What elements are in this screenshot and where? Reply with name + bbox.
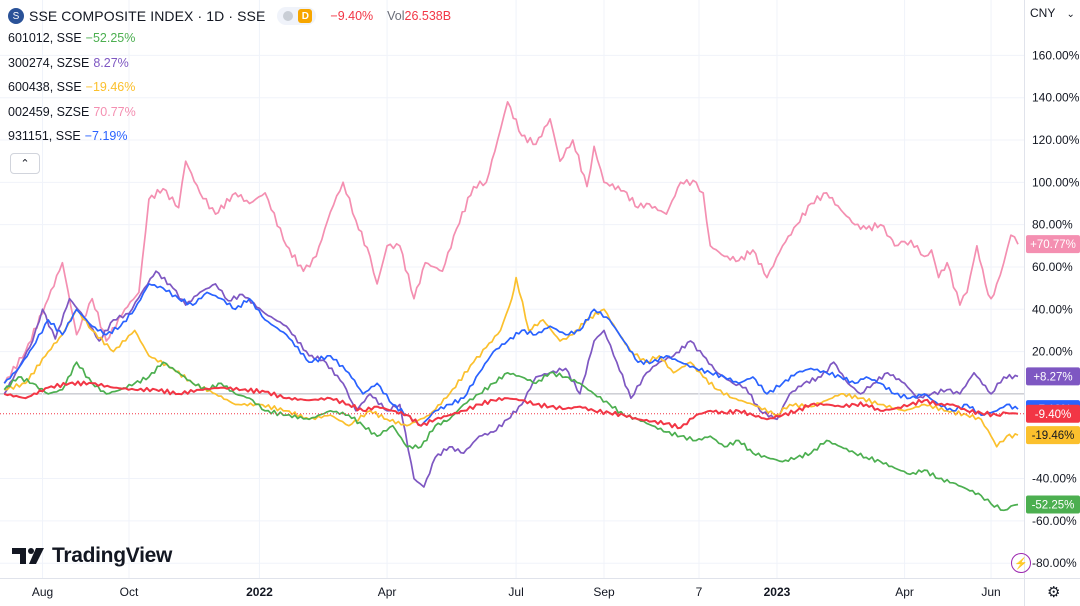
compare-symbol-change: −19.46% <box>85 80 136 94</box>
currency-label: CNY <box>1030 6 1056 20</box>
x-tick-label: Sep <box>593 585 615 599</box>
symbol-title: SSE COMPOSITE INDEX · 1D · SSE <box>29 8 266 24</box>
tradingview-logo-icon <box>12 548 44 564</box>
x-tick-label: Jul <box>508 585 523 599</box>
badge-bg <box>1026 426 1080 445</box>
last-value-badge: +70.77% <box>1026 235 1080 254</box>
badge-bg <box>1026 404 1080 423</box>
collapse-legend-button[interactable]: ⌃ <box>10 153 40 174</box>
last-value-badges: +70.77%+8.27%-19.46%-7.19%-52.25%-9.40% <box>1026 235 1080 514</box>
series-line[interactable] <box>3 270 1019 488</box>
currency-selector[interactable]: CNY ⌄ <box>1030 6 1075 20</box>
y-tick-label: 20.00% <box>1032 345 1073 359</box>
time-axis[interactable]: Aug Oct 2022 Apr Jul Sep 7 2023 Apr Jun <box>0 578 1080 600</box>
x-tick-label: Oct <box>120 585 139 599</box>
x-tick-label: 2022 <box>246 585 273 599</box>
volume-value: 26.538B <box>404 9 452 23</box>
x-tick-label: Aug <box>32 585 53 599</box>
brand-name: TradingView <box>52 544 173 567</box>
compare-symbol-name: 300274, SZSE <box>8 55 90 70</box>
series-lines <box>0 101 1024 512</box>
sse-logo-icon: S <box>8 8 24 24</box>
x-tick-label: 7 <box>696 585 703 599</box>
y-tick-label: 100.00% <box>1032 175 1080 189</box>
x-tick-label: Jun <box>981 585 1000 599</box>
market-status-dot-icon <box>283 11 294 21</box>
y-tick-label: 140.00% <box>1032 91 1080 105</box>
compare-symbol-name: 002459, SZSE <box>8 104 90 119</box>
compare-symbol-row[interactable]: 002459, SZSE 70.77% <box>8 100 451 125</box>
compare-symbol-change: −52.25% <box>85 31 136 45</box>
compare-symbol-row[interactable]: 601012, SSE −52.25% <box>8 26 451 51</box>
lightning-icon[interactable]: ⚡ <box>1011 553 1031 573</box>
compare-symbol-change: 70.77% <box>93 104 136 119</box>
series-line[interactable] <box>3 283 1019 427</box>
gear-icon[interactable]: ⚙ <box>1047 584 1061 601</box>
y-tick-label: 60.00% <box>1032 260 1073 274</box>
volume-label: Vol <box>387 9 405 23</box>
y-tick-label: 120.00% <box>1032 133 1080 147</box>
last-value-badge: -19.46% <box>1026 426 1080 445</box>
x-tick-label: 2023 <box>764 585 791 599</box>
badge-value: -52.25% <box>1032 499 1075 511</box>
y-tick-label: -60.00% <box>1032 514 1077 528</box>
compare-symbol-name: 600438, SSE <box>8 80 82 94</box>
delay-badge: D <box>298 9 313 23</box>
compare-symbol-name: 931151, SSE <box>8 129 81 143</box>
compare-symbol-row[interactable]: 931151, SSE −7.19% <box>8 124 451 149</box>
last-value-badge: -52.25% <box>1026 495 1080 514</box>
badge-bg <box>1026 367 1080 386</box>
compare-symbols: 601012, SSE −52.25% 300274, SZSE 8.27% 60043… <box>8 26 451 149</box>
y-tick-label: -80.00% <box>1032 556 1077 570</box>
main-change: −9.40% <box>330 9 374 23</box>
badge-value: -19.46% <box>1032 430 1075 442</box>
main-title-row[interactable]: S SSE COMPOSITE INDEX · 1D · SSE D −9.40… <box>8 6 451 26</box>
last-value-badge: +8.27% <box>1026 367 1080 386</box>
y-tick-label: 80.00% <box>1032 218 1073 232</box>
chevron-down-icon: ⌄ <box>1066 9 1075 20</box>
badge-value: +70.77% <box>1030 239 1076 251</box>
badge-bg <box>1026 495 1080 514</box>
y-tick-label: 40.00% <box>1032 302 1073 316</box>
legend: S SSE COMPOSITE INDEX · 1D · SSE D −9.40… <box>8 6 451 149</box>
volume-readout: Vol26.538B <box>387 9 451 23</box>
series-line[interactable] <box>3 380 1019 430</box>
badge-value: +8.27% <box>1033 371 1072 383</box>
tradingview-logo[interactable]: TradingView <box>12 544 172 568</box>
compare-symbol-row[interactable]: 600438, SSE −19.46% <box>8 75 451 100</box>
y-tick-label: -40.00% <box>1032 472 1077 486</box>
x-tick-label: Apr <box>895 585 914 599</box>
badge-value: -9.40% <box>1035 409 1071 421</box>
price-axis[interactable]: 160.00% 140.00% 120.00% 100.00% 80.00% 60.00%… <box>1024 0 1080 606</box>
x-tick-label: Apr <box>378 585 397 599</box>
y-tick-label: 160.00% <box>1032 48 1080 62</box>
compare-symbol-row[interactable]: 300274, SZSE 8.27% <box>8 51 451 76</box>
compare-symbol-change: −7.19% <box>84 129 128 143</box>
chevron-up-icon: ⌃ <box>20 158 30 170</box>
series-line[interactable] <box>4 276 1019 448</box>
series-line[interactable] <box>3 361 1019 512</box>
compare-symbol-name: 601012, SSE <box>8 31 82 45</box>
last-value-badge: -9.40% <box>1026 404 1080 423</box>
series-line[interactable] <box>3 101 1019 384</box>
market-status-pill[interactable]: D <box>277 7 317 25</box>
badge-bg <box>1026 235 1080 254</box>
compare-symbol-change: 8.27% <box>93 55 129 70</box>
